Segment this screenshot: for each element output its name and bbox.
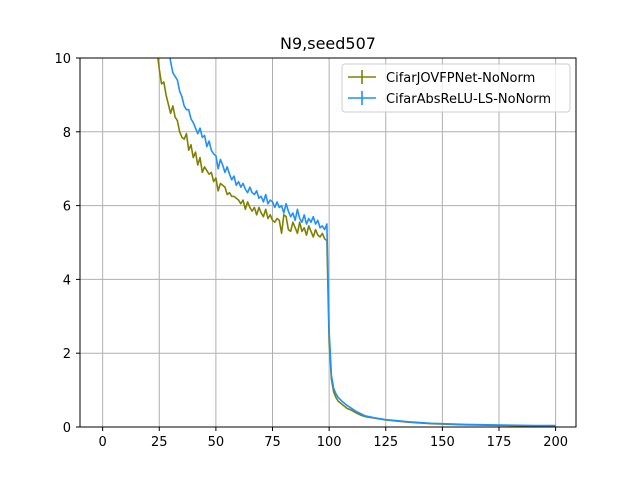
x-tick-label: 0 — [99, 435, 107, 450]
axes-frame — [79, 57, 577, 428]
legend: CifarJOVFPNet-NoNorm CifarAbsReLU-LS-NoNo… — [341, 63, 571, 113]
y-tick-label: 4 — [63, 273, 71, 288]
legend-box — [341, 63, 571, 113]
chart-title: N9,seed507 — [280, 34, 376, 53]
x-tick-label: 125 — [373, 435, 398, 450]
y-tick-label: 6 — [63, 200, 71, 215]
x-tick-label: 175 — [487, 435, 512, 450]
y-tick-label: 0 — [63, 421, 71, 436]
series-line-1 — [157, 58, 556, 427]
y-tick-label: 8 — [63, 126, 71, 141]
x-tick-label: 200 — [543, 435, 568, 450]
plot-area — [157, 58, 556, 427]
x-tick-label: 100 — [317, 435, 342, 450]
legend-label: CifarAbsReLU-LS-NoNorm — [386, 92, 551, 107]
x-tick-label: 75 — [264, 435, 281, 450]
x-tick-label: 150 — [430, 435, 455, 450]
x-tick-label: 25 — [151, 435, 168, 450]
legend-label: CifarJOVFPNet-NoNorm — [386, 71, 535, 86]
y-tick-label: 2 — [63, 347, 71, 362]
ticks: 0 25 50 75 100 125 150 175 200 0 2 4 6 8 10 — [54, 52, 568, 450]
y-tick-label: 10 — [54, 52, 71, 67]
series-line-2 — [169, 58, 556, 427]
x-tick-label: 50 — [208, 435, 225, 450]
